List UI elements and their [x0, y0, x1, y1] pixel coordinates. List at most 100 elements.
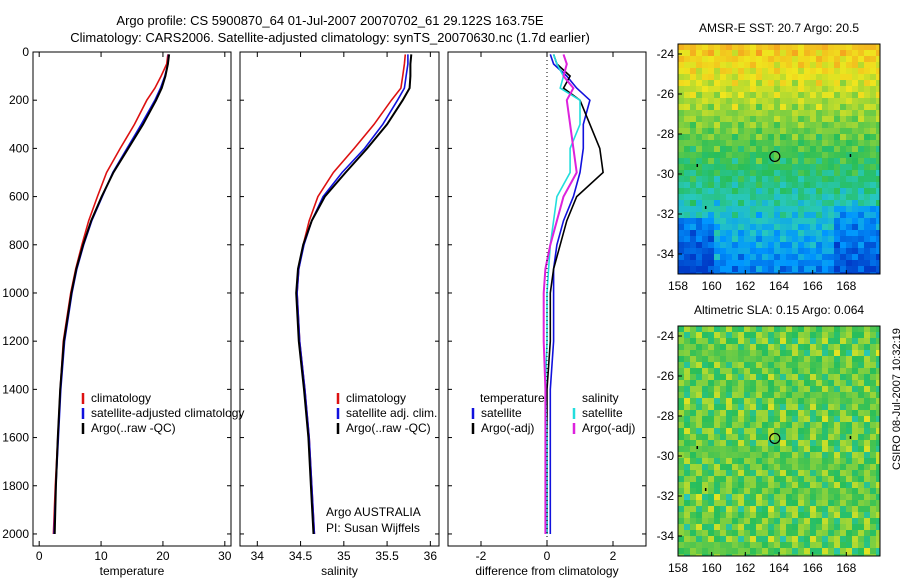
heatmap-cell — [792, 350, 798, 356]
heatmap-cell — [786, 458, 792, 464]
heatmap-cell — [768, 200, 774, 206]
heatmap-cell — [798, 404, 804, 410]
heatmap-cell — [846, 206, 852, 212]
heatmap-cell — [786, 416, 792, 422]
argo-float-marker — [769, 150, 781, 163]
heatmap-cell — [720, 542, 726, 548]
heatmap-cell — [804, 188, 810, 194]
heatmap-cell — [852, 398, 858, 404]
heatmap-cell — [840, 404, 846, 410]
heatmap-cell — [870, 236, 876, 242]
heatmap-cell — [738, 218, 744, 224]
heatmap-cell — [708, 422, 714, 428]
heatmap-cell — [852, 140, 858, 146]
heatmap-cell — [696, 254, 702, 260]
heatmap-cell — [834, 416, 840, 422]
heatmap-cell — [750, 482, 756, 488]
heatmap-cell — [792, 554, 798, 556]
heatmap-cell — [870, 446, 876, 452]
heatmap-cell — [732, 206, 738, 212]
heatmap-cell — [828, 452, 834, 458]
heatmap-cell — [732, 134, 738, 140]
heatmap-cell — [738, 206, 744, 212]
heatmap-cell — [744, 500, 750, 506]
heatmap-cell — [864, 236, 870, 242]
heatmap-cell — [810, 218, 816, 224]
heatmap-cell — [870, 542, 876, 548]
heatmap-cell — [720, 74, 726, 80]
heatmap-cell — [876, 44, 880, 50]
heatmap-cell — [816, 230, 822, 236]
heatmap-cell — [696, 404, 702, 410]
heatmap-cell — [768, 536, 774, 542]
heatmap-cell — [702, 188, 708, 194]
heatmap-cell — [798, 182, 804, 188]
map-x-tick-label: 164 — [769, 561, 789, 575]
heatmap-cell — [864, 422, 870, 428]
heatmap-cell — [846, 344, 852, 350]
heatmap-cell — [864, 392, 870, 398]
heatmap-cell — [774, 380, 780, 386]
heatmap-cell — [834, 80, 840, 86]
heatmap-cell — [762, 500, 768, 506]
heatmap-cell — [822, 134, 828, 140]
heatmap-cell — [816, 380, 822, 386]
heatmap-cell — [798, 86, 804, 92]
heatmap-cell — [726, 416, 732, 422]
heatmap-cell — [846, 170, 852, 176]
heatmap-cell — [684, 458, 690, 464]
heatmap-cell — [720, 512, 726, 518]
heatmap-cell — [738, 158, 744, 164]
heatmap-cell — [720, 380, 726, 386]
heatmap-cell — [696, 524, 702, 530]
heatmap-cell — [738, 392, 744, 398]
heatmap-cell — [864, 410, 870, 416]
heatmap-cell — [786, 374, 792, 380]
heatmap-cell — [696, 170, 702, 176]
heatmap-cell — [720, 326, 726, 332]
heatmap-cell — [702, 416, 708, 422]
heatmap-cell — [738, 488, 744, 494]
heatmap-cell — [726, 164, 732, 170]
heatmap-cell — [834, 188, 840, 194]
heatmap-cell — [696, 452, 702, 458]
heatmap-cell — [816, 398, 822, 404]
heatmap-cell — [774, 188, 780, 194]
heatmap-cell — [840, 266, 846, 272]
heatmap-cell — [786, 188, 792, 194]
heatmap-cell — [810, 422, 816, 428]
heatmap-cell — [876, 212, 880, 218]
heatmap-cell — [768, 176, 774, 182]
heatmap-cell — [864, 74, 870, 80]
island-speck — [704, 206, 707, 209]
heatmap-cell — [720, 458, 726, 464]
heatmap-cell — [750, 356, 756, 362]
heatmap-cell — [828, 500, 834, 506]
heatmap-cell — [840, 374, 846, 380]
heatmap-cell — [726, 470, 732, 476]
heatmap-cell — [684, 536, 690, 542]
heatmap-cell — [870, 56, 876, 62]
heatmap-cell — [762, 506, 768, 512]
heatmap-cell — [762, 266, 768, 272]
heatmap-cell — [786, 422, 792, 428]
heatmap-cell — [822, 140, 828, 146]
heatmap-cell — [792, 446, 798, 452]
heatmap-cell — [750, 386, 756, 392]
heatmap-cell — [786, 170, 792, 176]
heatmap-cell — [834, 548, 840, 554]
heatmap-cell — [804, 218, 810, 224]
heatmap-cell — [798, 506, 804, 512]
heatmap-cell — [876, 506, 880, 512]
heatmap-cell — [786, 56, 792, 62]
heatmap-cell — [726, 362, 732, 368]
heatmap-cell — [726, 140, 732, 146]
heatmap-cell — [798, 350, 804, 356]
heatmap-cell — [834, 254, 840, 260]
heatmap-cell — [684, 50, 690, 56]
heatmap-cell — [750, 86, 756, 92]
heatmap-cell — [852, 236, 858, 242]
heatmap-cell — [798, 536, 804, 542]
heatmap-cell — [708, 56, 714, 62]
heatmap-cell — [870, 206, 876, 212]
